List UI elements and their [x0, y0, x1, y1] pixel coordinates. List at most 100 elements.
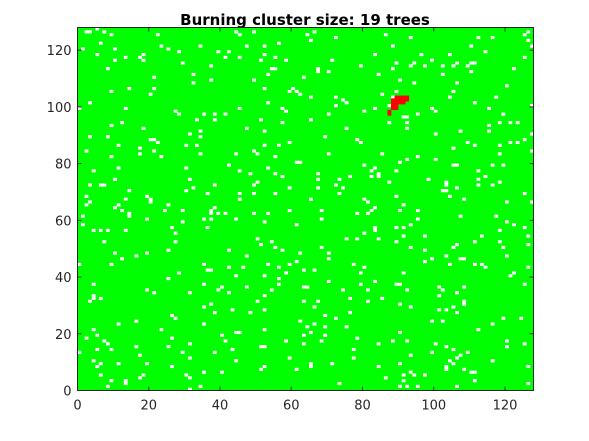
empty-cell: [355, 336, 360, 340]
empty-cell: [88, 299, 92, 303]
empty-cell: [170, 226, 174, 230]
empty-cell: [205, 191, 210, 196]
empty-cell: [316, 177, 320, 181]
burning-cell: [394, 106, 399, 111]
empty-cell: [423, 234, 427, 238]
empty-cell: [287, 262, 292, 266]
empty-cell: [109, 262, 114, 266]
empty-cell: [430, 319, 434, 323]
empty-cell: [88, 135, 92, 139]
empty-cell: [366, 211, 370, 215]
empty-cell: [526, 265, 531, 269]
empty-cell: [405, 384, 410, 388]
empty-cell: [116, 143, 121, 147]
empty-cell: [366, 200, 370, 204]
empty-cell: [216, 50, 221, 54]
empty-cell: [476, 169, 481, 173]
empty-cell: [116, 166, 121, 170]
empty-cell: [373, 53, 377, 57]
empty-cell: [252, 211, 256, 215]
empty-cell: [109, 347, 114, 352]
empty-cell: [440, 72, 445, 76]
y-axis: 0 20 40 60 80 100 120: [47, 44, 534, 400]
empty-cell: [522, 138, 527, 142]
empty-cell: [497, 152, 502, 156]
empty-cell: [255, 299, 260, 303]
empty-cell: [255, 180, 260, 184]
empty-cell: [401, 271, 406, 275]
empty-cell: [244, 285, 249, 289]
burning-cell: [405, 98, 410, 102]
empty-cell: [430, 350, 434, 354]
empty-cell: [505, 200, 509, 204]
empty-cell: [426, 177, 431, 181]
empty-cell: [373, 206, 377, 210]
empty-cell: [91, 296, 96, 300]
empty-cell: [77, 106, 82, 110]
empty-cell: [237, 330, 242, 335]
empty-cell: [398, 302, 402, 306]
empty-cell: [216, 211, 221, 215]
empty-cell: [259, 243, 263, 247]
empty-cell: [455, 291, 459, 295]
empty-cell: [451, 89, 456, 93]
empty-cell: [98, 228, 103, 232]
empty-cell: [301, 333, 306, 337]
empty-cell: [380, 296, 385, 300]
empty-cell: [305, 33, 310, 37]
empty-cell: [341, 288, 345, 292]
empty-cell: [209, 64, 214, 68]
empty-cell: [415, 384, 420, 388]
empty-cell: [440, 189, 445, 193]
empty-cell: [273, 245, 278, 249]
grid-cells: [77, 27, 534, 391]
empty-cell: [465, 64, 470, 68]
empty-cell: [216, 288, 221, 292]
empty-cell: [102, 30, 107, 34]
empty-cell: [234, 30, 239, 34]
empty-cell: [106, 228, 110, 232]
empty-cell: [444, 189, 449, 193]
empty-cell: [348, 174, 353, 179]
empty-cell: [262, 328, 267, 332]
empty-cell: [387, 104, 392, 108]
burning-cell: [394, 104, 399, 108]
empty-cell: [440, 319, 445, 323]
empty-cell: [134, 319, 139, 323]
empty-cell: [341, 98, 345, 102]
burning-cell: [391, 101, 395, 105]
empty-cell: [423, 64, 427, 68]
empty-cell: [358, 271, 363, 275]
empty-cell: [529, 132, 534, 136]
empty-cell: [394, 169, 399, 173]
empty-cell: [448, 359, 452, 363]
empty-cell: [515, 121, 520, 125]
empty-cell: [123, 197, 128, 201]
empty-cell: [244, 44, 249, 48]
empty-cell: [334, 183, 338, 187]
empty-cell: [508, 121, 513, 125]
empty-cell: [326, 257, 331, 261]
empty-cell: [159, 44, 164, 48]
empty-cell: [180, 220, 185, 224]
empty-cell: [280, 106, 285, 110]
empty-cell: [337, 191, 342, 196]
empty-cell: [366, 299, 370, 303]
empty-cell: [134, 345, 139, 349]
burning-cell: [401, 98, 406, 102]
empty-cell: [81, 214, 85, 218]
empty-cell: [177, 112, 182, 116]
empty-cell: [419, 53, 424, 57]
empty-cell: [191, 72, 196, 76]
empty-cell: [227, 248, 231, 252]
empty-cell: [109, 89, 114, 93]
empty-cell: [294, 223, 299, 227]
empty-cell: [84, 194, 89, 198]
empty-cell: [277, 41, 281, 45]
empty-cell: [348, 311, 353, 315]
empty-cell: [113, 58, 117, 62]
empty-cell: [109, 33, 114, 37]
empty-cell: [294, 367, 299, 371]
empty-cell: [134, 254, 139, 258]
empty-cell: [522, 191, 527, 196]
